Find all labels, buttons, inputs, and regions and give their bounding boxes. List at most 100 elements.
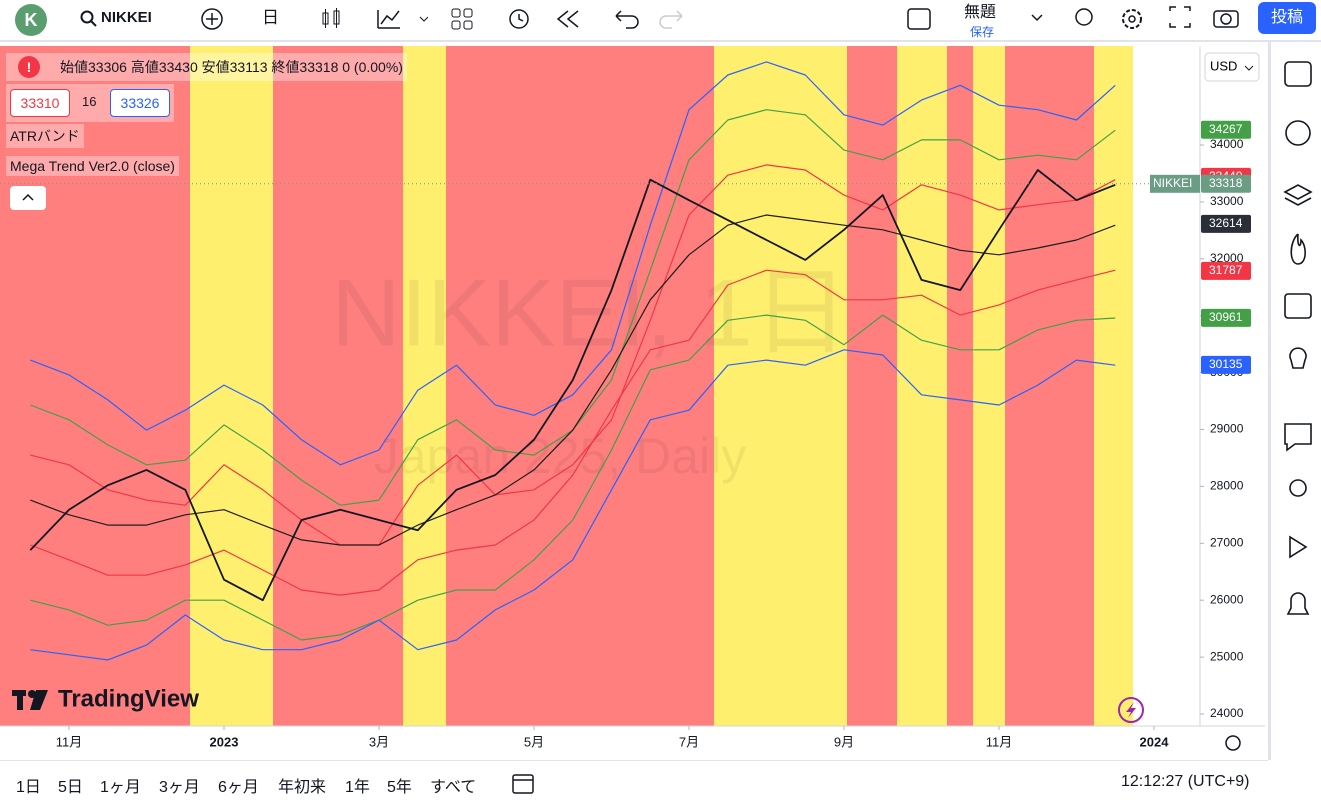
x-tick-label: 11月 [56, 734, 83, 749]
range-button[interactable]: 5年 [387, 779, 412, 796]
search-icon [80, 10, 97, 27]
notifications-button[interactable] [1286, 592, 1310, 615]
chat-button[interactable] [1284, 423, 1312, 452]
last-value-bg [1201, 120, 1251, 139]
hotlist-button[interactable] [1290, 233, 1306, 265]
logo-mark [17, 690, 23, 710]
last-value-bg [1201, 174, 1251, 193]
chevron[interactable] [1030, 12, 1044, 24]
ask[interactable]: 33326 [110, 89, 170, 117]
x-tick-label: 3月 [369, 734, 389, 749]
range-button[interactable]: 1日 [16, 779, 41, 796]
ohlc-row: ! 始値33306 高値33430 安値33113 終値33318 0 (0.00… [6, 53, 407, 81]
series-line [29, 169, 1116, 602]
last-value-label: 30961 [1209, 310, 1243, 324]
bear-zone [0, 46, 1133, 726]
last-value-label: 34267 [1209, 122, 1243, 136]
chart-type[interactable] [318, 6, 344, 32]
x-tick-label: 2024 [1140, 734, 1170, 749]
data-window-button[interactable] [1283, 184, 1313, 206]
publish-button[interactable]: 投稿 [1258, 2, 1316, 34]
y-tick-label: 32000 [1210, 251, 1244, 265]
y-tick-label: 25000 [1210, 649, 1244, 663]
y-tick-label: 24000 [1210, 706, 1244, 720]
watermark-subtitle: Japan 225, Daily [374, 428, 746, 484]
avatar[interactable]: K [15, 4, 47, 36]
symbol-label: NIKKEI [1153, 176, 1192, 190]
ohlc-values: 始値33306 高値33430 安値33113 終値33318 0 (0.00%… [60, 59, 403, 75]
last-value-label: 32614 [1209, 216, 1243, 230]
bull-zone [897, 46, 947, 726]
range-button[interactable]: 5日 [58, 779, 83, 796]
range-button[interactable]: 6ヶ月 [218, 779, 259, 796]
x-tick-label: 7月 [679, 734, 699, 749]
watchlist-button[interactable] [1284, 61, 1312, 87]
indicators[interactable] [376, 6, 428, 32]
layouts[interactable] [450, 7, 474, 31]
range-button[interactable]: 1年 [345, 779, 370, 796]
series-line [30, 61, 1116, 466]
bull-zone [190, 46, 273, 726]
replay-tools[interactable] [506, 5, 586, 33]
x-tick-label: 5月 [524, 734, 544, 749]
interval[interactable]: 日 [262, 8, 279, 27]
y-tick-label: 29000 [1210, 422, 1244, 436]
symbol-label-bg [1150, 174, 1200, 193]
save-status[interactable]: 保存 [970, 25, 995, 39]
error-icon[interactable]: ! [18, 56, 40, 78]
series-line [30, 349, 1116, 661]
y-tick-label: 27000 [1210, 535, 1244, 549]
logo: TradingView [12, 685, 199, 712]
fullscreen-toggle[interactable] [906, 7, 932, 31]
logo-mark [30, 690, 48, 710]
y-tick-label: 28000 [1210, 479, 1244, 493]
undo-redo[interactable] [612, 8, 686, 30]
right-sidebar [1268, 42, 1321, 760]
sidebar-icons [1283, 61, 1313, 615]
last-value-bg [1201, 308, 1251, 327]
layout-name[interactable]: 無題 [964, 4, 997, 21]
bid[interactable]: 33310 [10, 89, 70, 117]
play-button[interactable] [1289, 535, 1308, 559]
series-line [30, 269, 1116, 596]
bottom-toolbar: 1日 5日 1ヶ月 3ヶ月 6ヶ月 年初来 1年 5年 すべて 12:12:27 (UTC+9) [0, 760, 1268, 806]
top-toolbar: K NIKKEI 日 無題 保存 投稿 [0, 0, 1321, 42]
toolbar-icons[interactable] [1070, 5, 1250, 33]
range-button[interactable]: 3ヶ月 [159, 779, 200, 796]
alerts-button[interactable] [1285, 120, 1311, 146]
collapse-legend[interactable] [10, 186, 46, 210]
y-tick-label: 26000 [1210, 592, 1244, 606]
chart: NIKKEI, 1日 Japan 225, Daily TradingView … [0, 46, 1265, 751]
symbol[interactable]: NIKKEI [101, 9, 152, 26]
calendar-button[interactable] [1284, 293, 1312, 319]
logo-text: TradingView [58, 685, 199, 712]
series-line [30, 214, 1116, 546]
range-button[interactable]: 1ヶ月 [100, 779, 141, 796]
x-tick-label: 9月 [834, 734, 854, 749]
clock[interactable]: 12:12:27 (UTC+9) [1121, 773, 1250, 790]
range-button[interactable]: すべて [430, 779, 477, 796]
currency: USD [1210, 58, 1237, 73]
spread: 16 [82, 94, 97, 109]
y-tick-label: 34000 [1210, 137, 1244, 151]
range-button[interactable]: 年初来 [278, 779, 327, 796]
series-line [30, 164, 1116, 546]
watermark-title: NIKKEI, 1日 [331, 259, 849, 366]
bull-zone [714, 46, 847, 726]
currency-button[interactable] [1204, 52, 1260, 82]
settings-button[interactable] [1225, 735, 1241, 751]
date-range-button[interactable] [510, 771, 536, 797]
alert-button[interactable] [1118, 697, 1144, 723]
alert-icon [1126, 702, 1136, 718]
y-tick-label: 33000 [1210, 194, 1244, 208]
last-value-bg [1201, 214, 1251, 233]
quote-row: 33310 16 33326 [6, 84, 174, 122]
indicator-label[interactable]: ATRバンド [6, 124, 84, 148]
streams-button[interactable] [1289, 479, 1307, 497]
chevron [1244, 65, 1254, 71]
indicator-label[interactable]: Mega Trend Ver2.0 (close) [6, 156, 179, 176]
add-symbol[interactable] [200, 7, 224, 31]
ideas-button[interactable] [1289, 347, 1307, 369]
